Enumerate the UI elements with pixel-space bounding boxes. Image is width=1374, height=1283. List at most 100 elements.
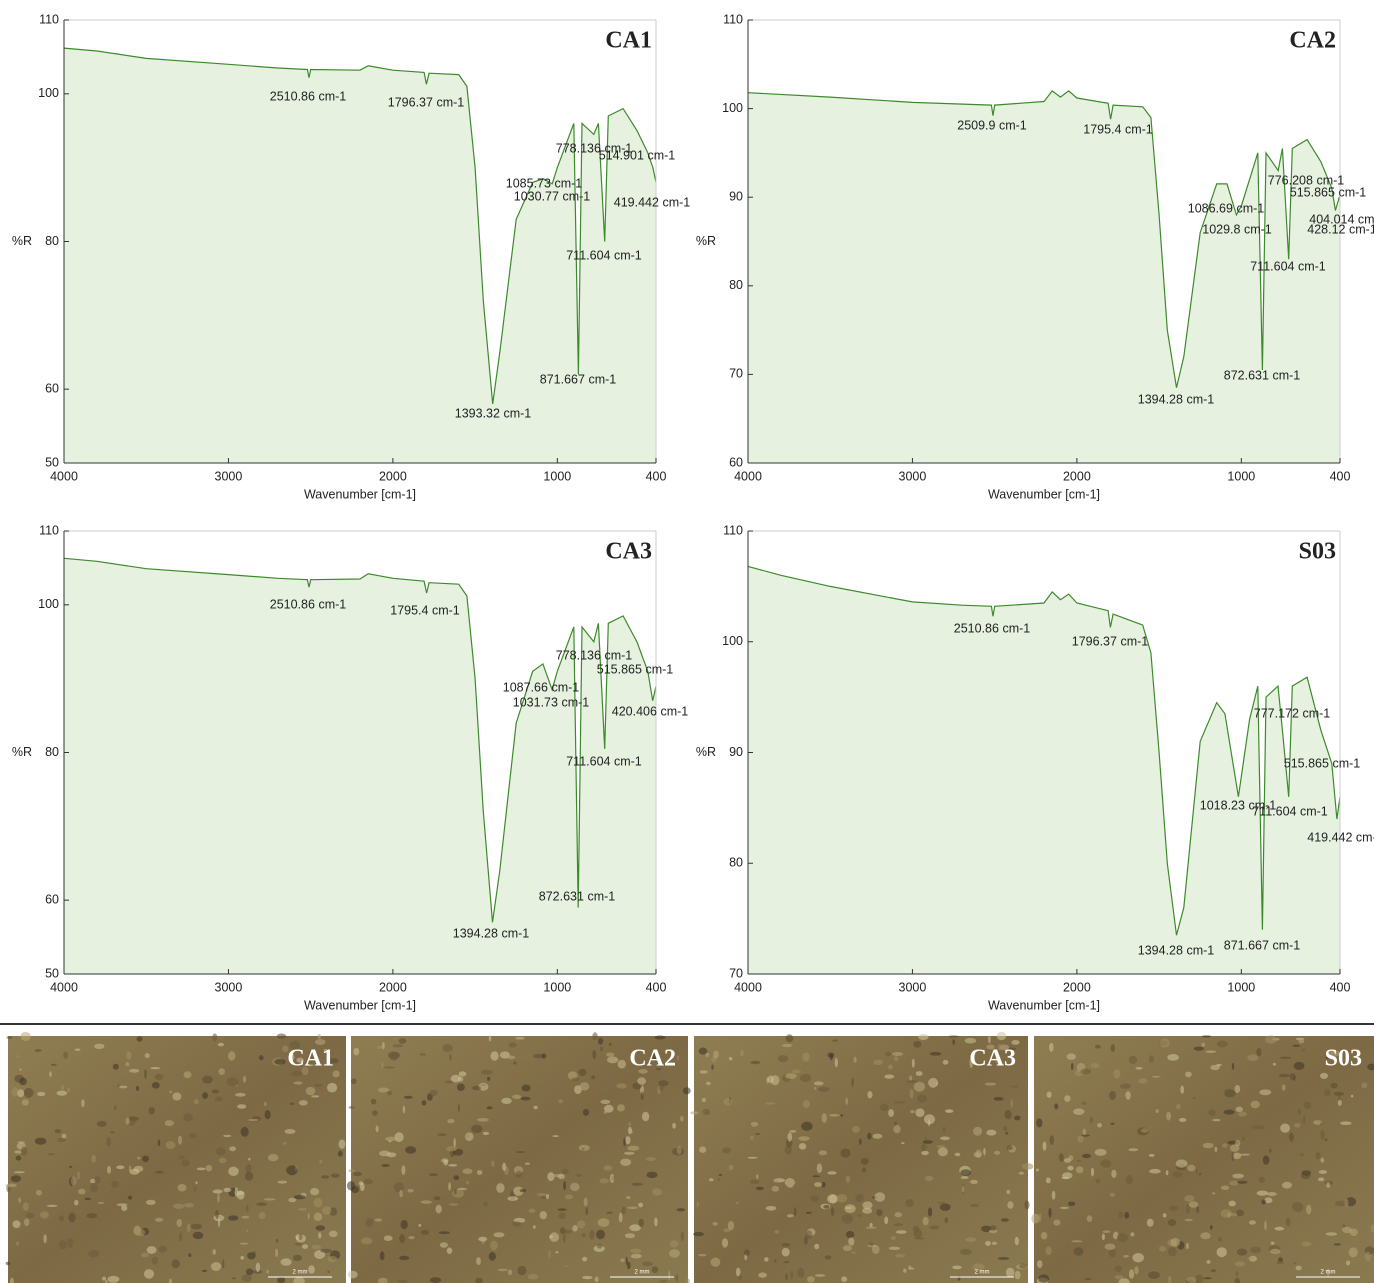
grain	[915, 1108, 925, 1117]
grain	[798, 1136, 810, 1141]
grain	[533, 1053, 544, 1059]
grain	[1097, 1123, 1103, 1128]
grain	[1014, 1236, 1019, 1246]
grain	[37, 1091, 46, 1097]
grain	[151, 1082, 160, 1089]
grain	[347, 1270, 358, 1279]
grain	[179, 1155, 185, 1159]
grain	[893, 1223, 904, 1227]
peak-label: 778.136 cm-1	[556, 648, 632, 662]
grain	[1051, 1190, 1056, 1200]
grain	[781, 1247, 790, 1257]
spectrum-panel: 60 70 80 90 100 110 4000 3000 2000 1000 400 Wavenum…	[696, 12, 1374, 501]
grain	[275, 1248, 279, 1258]
spectrum-panel: 50 60 80 100 110 4000 3000 2000 1000 400 Wavenumbe…	[12, 12, 690, 501]
grain	[1141, 1128, 1149, 1133]
grain	[315, 1225, 326, 1231]
grain	[582, 1275, 593, 1280]
grain	[1048, 1207, 1052, 1218]
grain	[1270, 1241, 1275, 1245]
grain	[1289, 1132, 1294, 1142]
grain	[400, 1219, 408, 1230]
grain	[1091, 1167, 1094, 1177]
grain	[58, 1215, 64, 1222]
grain	[1116, 1233, 1128, 1242]
grain	[552, 1135, 559, 1138]
grain	[13, 1171, 25, 1174]
grain	[937, 1201, 946, 1204]
grain	[940, 1136, 950, 1141]
grain	[525, 1162, 530, 1165]
grain	[433, 1196, 441, 1201]
micrograph-image	[694, 1036, 1028, 1283]
peak-label: 872.631 cm-1	[1224, 368, 1300, 382]
peak-label: 515.865 cm-1	[1284, 756, 1360, 770]
grain	[1160, 1038, 1170, 1048]
grain	[1276, 1260, 1284, 1265]
grain	[528, 1208, 536, 1214]
grain	[1184, 1195, 1195, 1202]
grain	[217, 1042, 224, 1047]
spectrum-line	[747, 90, 1340, 388]
grain	[480, 1069, 493, 1075]
grain	[151, 1256, 159, 1265]
grain	[829, 1053, 833, 1061]
grain	[315, 1039, 326, 1045]
grain	[453, 1138, 456, 1148]
grain	[1010, 1099, 1013, 1108]
grain	[845, 1206, 853, 1210]
grain	[1125, 1174, 1133, 1185]
grain	[1367, 1063, 1374, 1071]
x-tick-label: 4000	[50, 980, 78, 994]
grain	[1077, 1159, 1082, 1162]
grain	[363, 1178, 374, 1185]
micrograph-label: CA2	[629, 1046, 676, 1072]
grain	[1315, 1152, 1321, 1160]
grain	[1279, 1056, 1292, 1060]
grain	[519, 1188, 527, 1193]
grain	[264, 1110, 271, 1120]
scale-label: 2 mm	[293, 1270, 308, 1276]
grain	[814, 1182, 822, 1187]
grain	[582, 1256, 588, 1262]
micrograph-label: CA3	[969, 1046, 1016, 1072]
grain	[288, 1197, 297, 1203]
grain	[1070, 1063, 1074, 1070]
grain	[478, 1236, 488, 1242]
grain	[855, 1194, 864, 1202]
grain	[1249, 1255, 1257, 1262]
micrograph-image	[1034, 1036, 1374, 1283]
grain	[608, 1042, 612, 1047]
peak-label: 711.604 cm-1	[1252, 804, 1328, 818]
grain	[1211, 1192, 1216, 1195]
grain	[722, 1147, 731, 1154]
grain	[48, 1153, 55, 1156]
grain	[255, 1262, 261, 1273]
grain	[112, 1063, 119, 1070]
grain	[235, 1092, 246, 1097]
grain	[638, 1202, 643, 1208]
grain	[21, 1099, 29, 1106]
grain	[214, 1096, 223, 1102]
grain	[1167, 1054, 1179, 1061]
grain	[449, 1053, 452, 1062]
grain	[709, 1178, 714, 1182]
grain	[125, 1062, 130, 1067]
spectrum-panel: 50 60 80 100 110 4000 3000 2000 1000 400 Wavenumbe…	[12, 523, 688, 1012]
peak-label: 1394.28 cm-1	[1138, 392, 1214, 406]
grain	[909, 1075, 913, 1082]
grain	[728, 1057, 733, 1061]
grain	[1067, 1201, 1076, 1207]
grain	[1274, 1226, 1285, 1231]
grain	[306, 1064, 314, 1067]
grain	[77, 1171, 80, 1180]
grain	[94, 1176, 101, 1184]
grain	[676, 1055, 680, 1061]
grain	[1011, 1085, 1019, 1088]
grain	[645, 1157, 656, 1162]
grain	[69, 1165, 73, 1168]
grain	[448, 1182, 451, 1191]
grain	[620, 1258, 625, 1263]
grain	[628, 1130, 633, 1134]
grain	[1220, 1209, 1233, 1218]
